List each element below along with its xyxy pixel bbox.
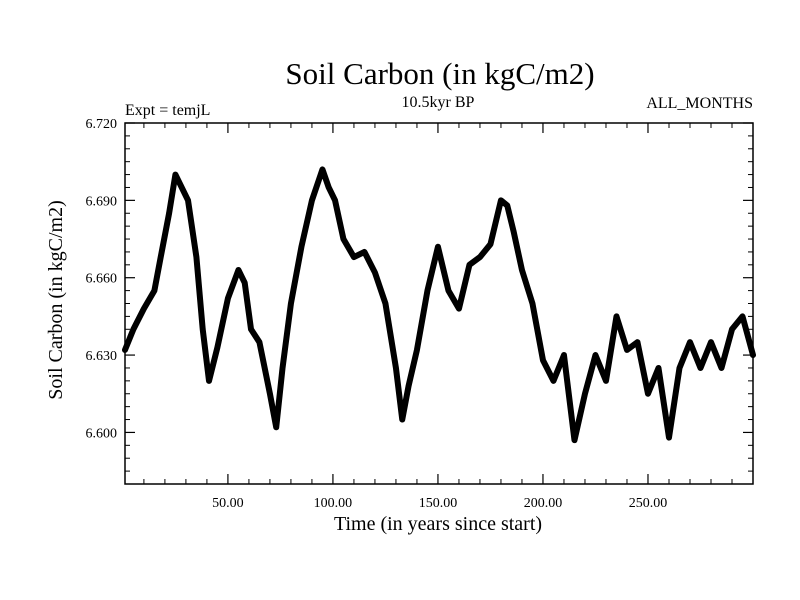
- data-point: [407, 384, 410, 388]
- data-point: [321, 168, 324, 171]
- data-point: [363, 250, 366, 254]
- data-point: [489, 242, 492, 246]
- data-point: [258, 340, 261, 344]
- data-point: [237, 268, 240, 272]
- data-point: [333, 199, 337, 202]
- data-point: [180, 186, 183, 189]
- data-point: [447, 289, 450, 292]
- data-point: [678, 366, 681, 370]
- data-point: [216, 346, 219, 349]
- chart-title: Soil Carbon (in kgC/m2): [285, 56, 594, 91]
- data-point: [531, 302, 534, 305]
- data-point: [394, 366, 398, 370]
- y-axis-label: Soil Carbon (in kgC/m2): [45, 200, 67, 399]
- x-tick-label: 100.00: [314, 496, 353, 511]
- data-point: [310, 199, 314, 202]
- data-point: [186, 199, 190, 202]
- data-point: [195, 255, 198, 259]
- data-point: [468, 263, 471, 267]
- experiment-label: Expt = temjL: [125, 102, 210, 119]
- data-point: [506, 204, 509, 207]
- data-point: [688, 340, 692, 344]
- data-point: [281, 366, 284, 370]
- x-tick-label: 150.00: [419, 496, 458, 511]
- data-point: [552, 379, 555, 383]
- data-point: [153, 289, 156, 292]
- y-tick-label: 6.690: [86, 194, 118, 209]
- data-point: [174, 173, 177, 176]
- data-point: [741, 315, 744, 318]
- data-point: [132, 328, 135, 331]
- data-point: [457, 307, 461, 310]
- data-point: [275, 426, 278, 429]
- plot-area-frame: [124, 122, 754, 485]
- data-point: [667, 436, 671, 439]
- data-point: [352, 255, 356, 259]
- data-point: [499, 199, 503, 202]
- data-point: [167, 212, 171, 215]
- series-layer: [122, 166, 756, 444]
- data-point: [426, 289, 429, 292]
- x-tick-label: 50.00: [212, 496, 244, 511]
- data-point: [159, 255, 162, 259]
- data-point: [226, 297, 230, 300]
- y-tick-label: 6.660: [86, 272, 118, 287]
- data-point: [289, 302, 293, 305]
- y-tick-label: 6.720: [86, 117, 118, 132]
- data-point: [573, 438, 576, 442]
- y-axis-ticks: 6.600 6.630 6.660 6.690 6.720: [86, 117, 753, 472]
- data-point: [562, 353, 566, 357]
- data-point: [541, 359, 545, 362]
- data-point: [123, 348, 127, 352]
- data-point: [415, 348, 419, 352]
- data-point: [657, 366, 660, 370]
- data-point: [636, 340, 639, 344]
- data-point: [615, 315, 618, 318]
- data-point: [512, 230, 515, 233]
- data-point: [268, 392, 272, 395]
- x-axis-ticks: 50.00 100.00 150.00 200.00 250.00: [212, 123, 667, 511]
- data-point: [730, 328, 734, 331]
- data-point: [243, 281, 246, 285]
- data-point: [709, 340, 713, 344]
- data-point: [142, 307, 146, 310]
- data-point: [520, 268, 524, 272]
- data-point: [384, 302, 387, 305]
- y-tick-label: 6.630: [86, 349, 118, 364]
- data-point: [373, 271, 377, 274]
- data-point: [300, 245, 303, 248]
- x-tick-label: 250.00: [629, 496, 668, 511]
- data-point: [604, 379, 608, 383]
- data-point: [436, 245, 440, 248]
- data-point: [478, 255, 482, 259]
- data-point: [699, 366, 702, 370]
- data-point: [401, 418, 404, 421]
- months-label: ALL_MONTHS: [646, 95, 753, 112]
- data-point: [751, 353, 755, 357]
- y-tick-label: 6.600: [86, 426, 118, 441]
- data-point: [249, 328, 253, 331]
- data-point: [625, 348, 629, 352]
- data-point: [342, 237, 345, 241]
- data-point: [327, 186, 330, 189]
- data-point: [583, 392, 587, 395]
- x-axis-label: Time (in years since start): [334, 513, 542, 535]
- x-tick-label: 200.00: [524, 496, 563, 511]
- data-point: [207, 379, 211, 383]
- period-label: 10.5kyr BP: [402, 94, 475, 111]
- data-point: [594, 353, 597, 357]
- data-point: [201, 328, 204, 331]
- minor-tick-marks: [143, 123, 733, 484]
- data-point: [646, 392, 650, 395]
- data-point: [720, 366, 723, 370]
